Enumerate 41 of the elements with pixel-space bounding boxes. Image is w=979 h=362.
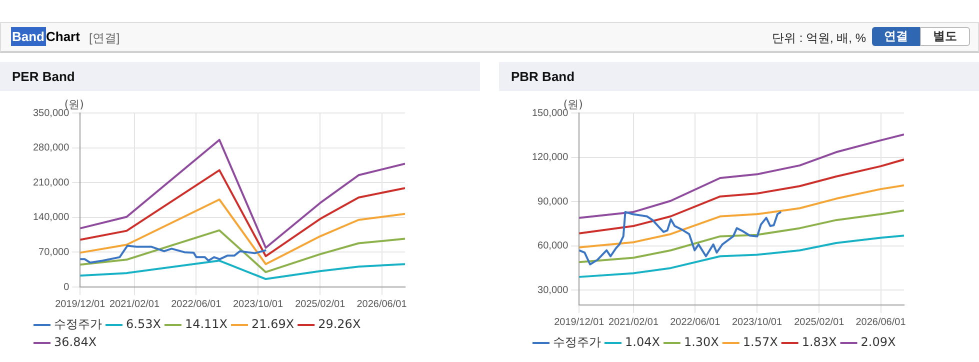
legend-label: 1.57X xyxy=(742,335,778,350)
text: 별도 xyxy=(920,27,970,46)
legend-label: 1.04X xyxy=(625,335,660,350)
text: Chart xyxy=(46,29,80,44)
x-tick-label: 2026/06/01 xyxy=(856,316,906,328)
legend-label: 21.69X xyxy=(252,317,294,332)
x-tick-label: 2019/12/01 xyxy=(55,298,106,310)
y-tick-label: 70,000 xyxy=(38,246,70,258)
y-tick-label: 90,000 xyxy=(538,196,569,208)
y-tick-label: 120,000 xyxy=(532,152,569,164)
y-tick-label: 280,000 xyxy=(32,142,70,154)
y-tick-label: 0 xyxy=(64,282,70,293)
x-tick-label: 2019/12/01 xyxy=(554,316,605,328)
legend-label: 1.83X xyxy=(802,335,837,350)
x-tick-label: 2023/10/01 xyxy=(732,316,782,328)
text: 단위 : 억원, 배, % xyxy=(772,30,866,47)
legend-label: 수정주가 xyxy=(54,317,102,332)
text: [연결] xyxy=(89,30,120,47)
y-tick-label: 140,000 xyxy=(32,212,70,224)
legend-label: 수정주가 xyxy=(553,335,601,350)
legend-label: 14.11X xyxy=(184,317,228,332)
chart-title: PER Band xyxy=(0,62,480,91)
legend-label: 36.84X xyxy=(54,335,97,350)
text: 연결 xyxy=(872,27,920,46)
x-tick-label: 2021/02/01 xyxy=(608,316,659,328)
chart-title: PBR Band xyxy=(499,62,979,91)
x-tick-label: 2022/06/01 xyxy=(670,316,721,328)
x-tick-label: 2021/02/01 xyxy=(109,298,160,310)
x-tick-label: 2026/06/01 xyxy=(356,298,408,310)
x-tick-label: 2025/02/01 xyxy=(295,298,346,310)
x-tick-label: 2023/10/01 xyxy=(232,298,284,310)
y-tick-label: 30,000 xyxy=(538,284,569,296)
legend-label: 29.26X xyxy=(318,317,361,332)
y-tick-label: 210,000 xyxy=(32,177,70,188)
legend-label: 6.53X xyxy=(126,317,161,332)
legend-label: 1.30X xyxy=(684,335,719,350)
text: Band xyxy=(11,27,46,46)
x-tick-label: 2022/06/01 xyxy=(171,298,222,310)
y-tick-label: 60,000 xyxy=(538,240,569,252)
legend-label: 2.09X xyxy=(860,335,896,350)
x-tick-label: 2025/02/01 xyxy=(794,316,845,328)
